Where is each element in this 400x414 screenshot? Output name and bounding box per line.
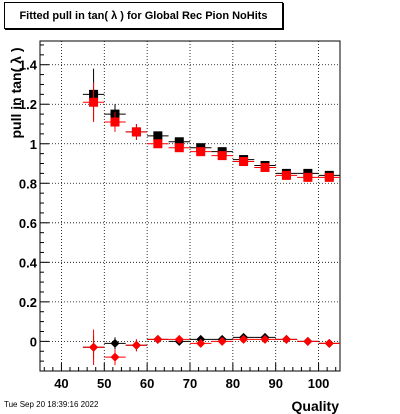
x-tick-label: 100 xyxy=(308,376,330,391)
data-point xyxy=(125,339,148,352)
y-tick-label: 0.4 xyxy=(19,255,38,270)
square-marker xyxy=(260,162,270,172)
diamond-marker xyxy=(89,342,99,352)
square-marker xyxy=(217,151,227,161)
data-point xyxy=(147,131,169,141)
y-tick-label: 1 xyxy=(30,137,37,152)
diamond-marker xyxy=(217,336,227,346)
timestamp: Tue Sep 20 18:39:16 2022 xyxy=(4,400,99,409)
diamond-marker xyxy=(196,338,206,348)
data-point xyxy=(211,336,233,346)
data-point xyxy=(190,338,212,348)
diamond-marker xyxy=(260,334,270,344)
data-point xyxy=(318,338,340,348)
data-point xyxy=(104,112,126,132)
x-tick-label: 90 xyxy=(268,376,282,391)
data-point xyxy=(82,329,105,366)
square-marker xyxy=(174,143,184,153)
diamond-marker xyxy=(131,340,141,350)
y-tick-label: 0.8 xyxy=(19,176,37,191)
x-tick-label: 80 xyxy=(226,376,240,391)
diamond-marker xyxy=(174,334,184,344)
y-tick-label: 0 xyxy=(30,334,37,349)
square-marker xyxy=(324,172,334,182)
square-marker xyxy=(174,137,184,147)
data-point xyxy=(297,336,319,346)
diamond-marker xyxy=(281,334,291,344)
y-tick-label: 0.6 xyxy=(19,216,37,231)
data-point xyxy=(147,139,169,149)
square-marker xyxy=(153,131,163,141)
y-tick-label: 1.2 xyxy=(19,97,37,112)
title-box: Fitted pull in tan( λ ) for Global Rec P… xyxy=(4,2,283,29)
diamond-marker xyxy=(110,352,120,362)
square-marker xyxy=(281,170,291,180)
data-point xyxy=(104,337,126,350)
square-marker xyxy=(196,147,206,157)
data-point xyxy=(232,157,255,167)
x-tick-label: 50 xyxy=(97,376,111,391)
x-tick-label: 40 xyxy=(54,376,68,391)
data-point xyxy=(168,143,190,153)
data-point xyxy=(211,151,233,161)
x-axis-label: Quality xyxy=(292,398,340,414)
square-marker xyxy=(239,157,249,167)
data-point xyxy=(125,123,148,140)
data-point xyxy=(168,334,190,344)
data-point xyxy=(232,334,255,344)
x-tick-label: 60 xyxy=(140,376,154,391)
y-tick-label: 0.2 xyxy=(19,295,37,310)
y-axis-label: pull in tan( λ ) xyxy=(8,48,24,139)
data-point xyxy=(275,170,298,180)
square-marker xyxy=(303,172,313,182)
square-marker xyxy=(89,97,99,107)
axis-ticks xyxy=(40,44,337,371)
grid xyxy=(40,41,340,371)
data-point xyxy=(147,334,169,344)
data-point xyxy=(254,334,276,344)
data-point xyxy=(318,172,340,182)
chart-title: Fitted pull in tan( λ ) for Global Rec P… xyxy=(19,10,268,22)
y-tick-label: 1.4 xyxy=(19,58,38,73)
data-point xyxy=(297,172,319,182)
data-point xyxy=(275,334,298,344)
square-marker xyxy=(153,139,163,149)
data-point xyxy=(82,82,105,123)
data-point xyxy=(190,147,212,157)
diamond-marker xyxy=(153,334,163,344)
square-marker xyxy=(131,127,141,137)
tick-labels: 40 50 60 70 80 90 100 0 0.2 0.4 0.6 0.8 1 1.2 1.4 xyxy=(19,58,330,391)
data-point xyxy=(254,162,276,172)
data-marks xyxy=(82,68,340,366)
data-point xyxy=(104,349,126,366)
diamond-marker xyxy=(303,336,313,346)
x-tick-label: 70 xyxy=(183,376,197,391)
square-marker xyxy=(110,117,120,127)
diamond-marker xyxy=(239,334,249,344)
diamond-marker xyxy=(110,338,120,348)
diamond-marker xyxy=(324,338,334,348)
